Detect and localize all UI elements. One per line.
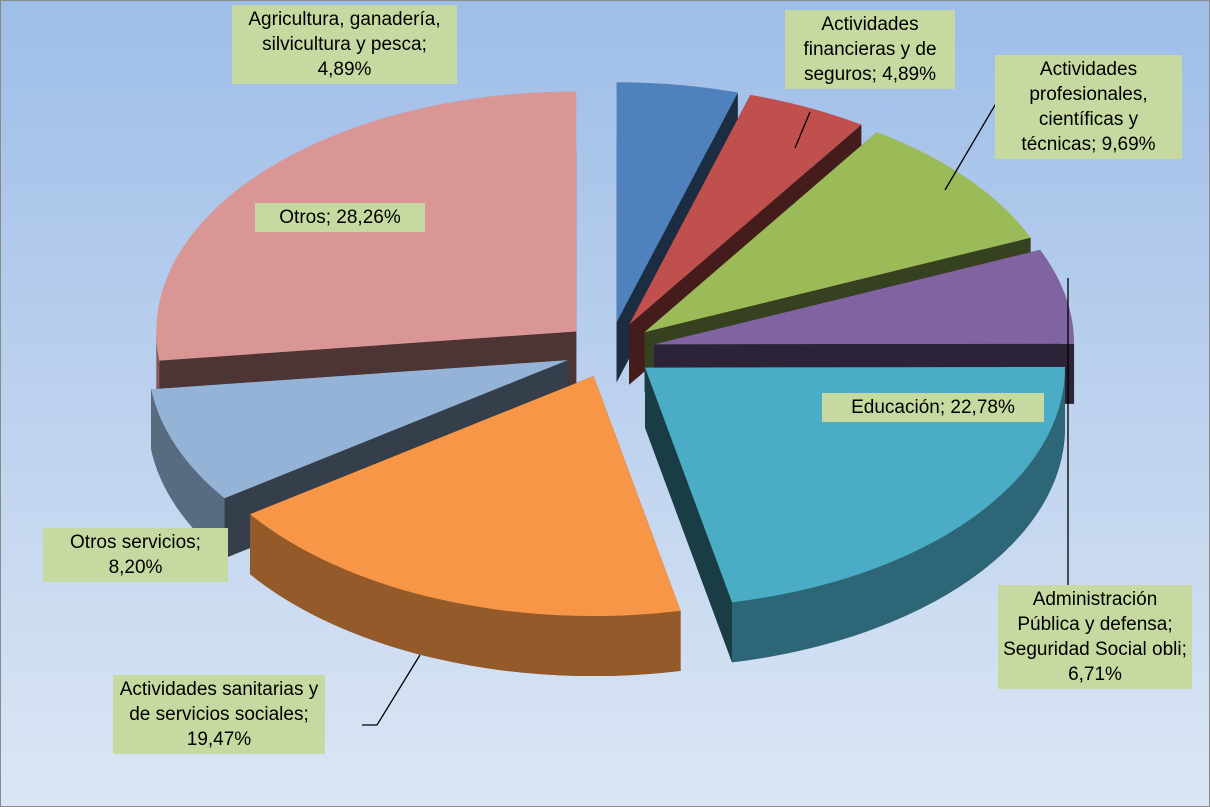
slice [644, 366, 1065, 603]
slice-wall [250, 514, 681, 677]
slice-wall [151, 389, 225, 559]
slice-side [644, 367, 733, 663]
leader-line [794, 111, 811, 149]
data-label: Educación; 22,78% [822, 393, 1044, 422]
data-label: Otros servicios; 8,20% [43, 528, 228, 582]
slices [151, 82, 1075, 677]
data-label: Otros; 28,26% [255, 203, 425, 232]
slice [250, 376, 681, 617]
slice-wall [732, 367, 1065, 663]
slice [654, 249, 1075, 345]
data-label: Actividades financieras y de seguros; 4,… [785, 10, 955, 89]
slice [151, 360, 569, 499]
data-label: Administración Pública y defensa; Seguri… [998, 585, 1192, 689]
slice [629, 94, 862, 325]
slice [644, 132, 1031, 333]
data-label: Actividades profesionales, científicas y… [995, 55, 1182, 159]
leader-line [944, 99, 999, 191]
slice [616, 82, 738, 323]
leader-line [362, 654, 421, 726]
leader-lines [362, 99, 1069, 726]
data-label: Actividades sanitarias y de servicios so… [113, 675, 325, 754]
data-label: Agricultura, ganadería, silvicultura y p… [232, 5, 457, 84]
